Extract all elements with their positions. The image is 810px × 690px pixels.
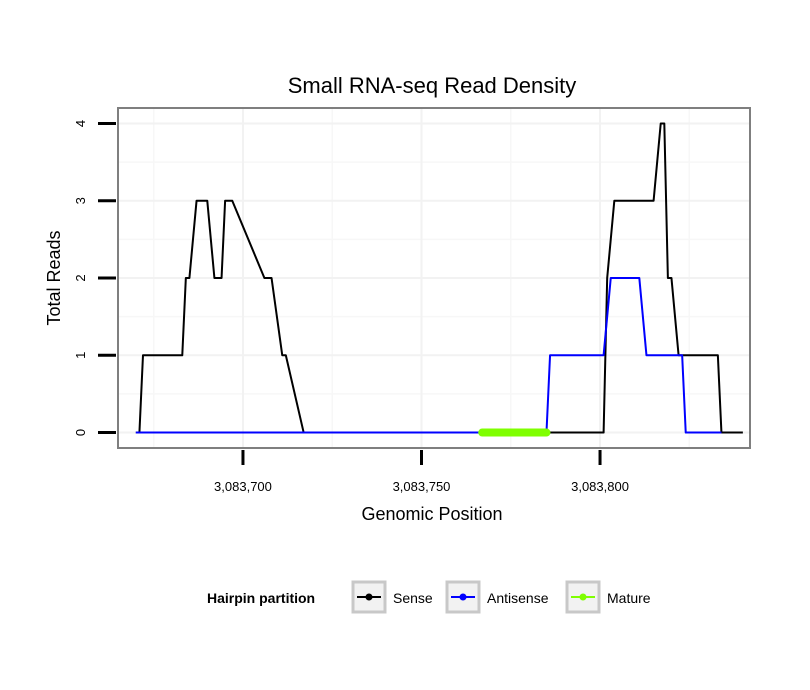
y-tick-label: 0 <box>73 429 88 436</box>
y-tick-label: 4 <box>73 120 88 127</box>
series-line-sense <box>135 122 743 434</box>
series-line-antisense <box>135 277 722 434</box>
x-tick-label: 3,083,750 <box>393 479 451 494</box>
legend-label-antisense: Antisense <box>487 590 549 606</box>
y-axis-label: Total Reads <box>44 230 64 325</box>
y-tick-label: 3 <box>73 197 88 204</box>
legend-key-point-sense <box>365 593 373 601</box>
x-tick-label: 3,083,700 <box>214 479 272 494</box>
grid-major <box>118 108 750 448</box>
x-axis: 3,083,700 3,083,750 3,083,800 <box>214 450 629 494</box>
y-tick-label: 2 <box>73 274 88 281</box>
plot-border <box>117 107 751 449</box>
legend-label-sense: Sense <box>393 590 433 606</box>
legend-title: Hairpin partition <box>207 590 315 606</box>
legend-label-mature: Mature <box>607 590 651 606</box>
y-axis: 0 1 2 3 4 <box>73 120 116 436</box>
chart-title: Small RNA-seq Read Density <box>288 73 577 98</box>
x-axis-label: Genomic Position <box>361 504 502 524</box>
x-tick-label: 3,083,800 <box>571 479 629 494</box>
plot-panel <box>117 107 751 449</box>
series-layer <box>135 122 743 437</box>
y-tick-label: 1 <box>73 352 88 359</box>
legend-key-point-antisense <box>459 593 467 601</box>
legend-key-point-mature <box>579 593 587 601</box>
legend: Hairpin partition Sense Antisense Mature <box>207 580 651 614</box>
